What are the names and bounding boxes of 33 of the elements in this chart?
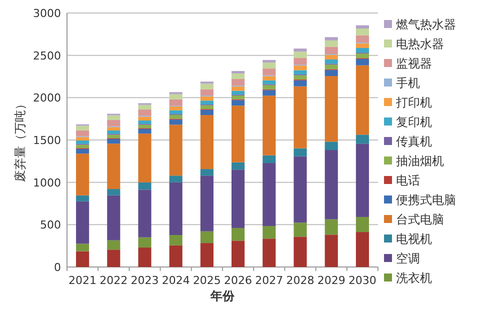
x-tick-label: 2025 (192, 274, 221, 287)
legend-label: 电视机 (396, 232, 432, 246)
legend-label: 手机 (396, 76, 420, 90)
legend-label: 复印机 (396, 115, 432, 129)
y-tick-label: 0 (54, 261, 61, 274)
y-tick-label: 3000 (33, 7, 61, 20)
x-tick-label: 2027 (255, 274, 284, 287)
legend-label: 空调 (396, 252, 420, 266)
y-tick-label: 1500 (33, 134, 61, 147)
x-tick-label: 2030 (348, 274, 376, 287)
legend-label: 打印机 (395, 96, 432, 110)
legend-label: 监视器 (396, 56, 432, 70)
legend-label: 传真机 (396, 134, 432, 148)
x-axis-title: 年份 (210, 289, 236, 303)
y-tick-label: 2500 (33, 49, 61, 62)
y-axis-title: 废弃量（万吨） (13, 98, 27, 182)
legend-label: 燃气热水器 (396, 18, 456, 32)
x-tick-label: 2023 (130, 274, 159, 287)
legend-label: 洗衣机 (396, 271, 432, 285)
x-tick-label: 2029 (317, 274, 346, 287)
legend-label: 便携式电脑 (396, 193, 456, 207)
x-tick-label: 2022 (100, 274, 128, 287)
x-tick-label: 2024 (162, 274, 190, 287)
legend-label: 抽油烟机 (396, 154, 444, 168)
x-tick-label: 2026 (224, 274, 252, 287)
x-tick-label: 2021 (68, 274, 97, 287)
y-tick-label: 2000 (33, 92, 61, 105)
y-tick-label: 500 (40, 218, 61, 232)
legend-label: 电热水器 (396, 37, 444, 51)
x-tick-label: 2028 (286, 274, 314, 287)
legend-label: 电话 (396, 174, 420, 188)
legend-label: 台式电脑 (396, 212, 444, 226)
y-tick-label: 1000 (33, 176, 61, 190)
